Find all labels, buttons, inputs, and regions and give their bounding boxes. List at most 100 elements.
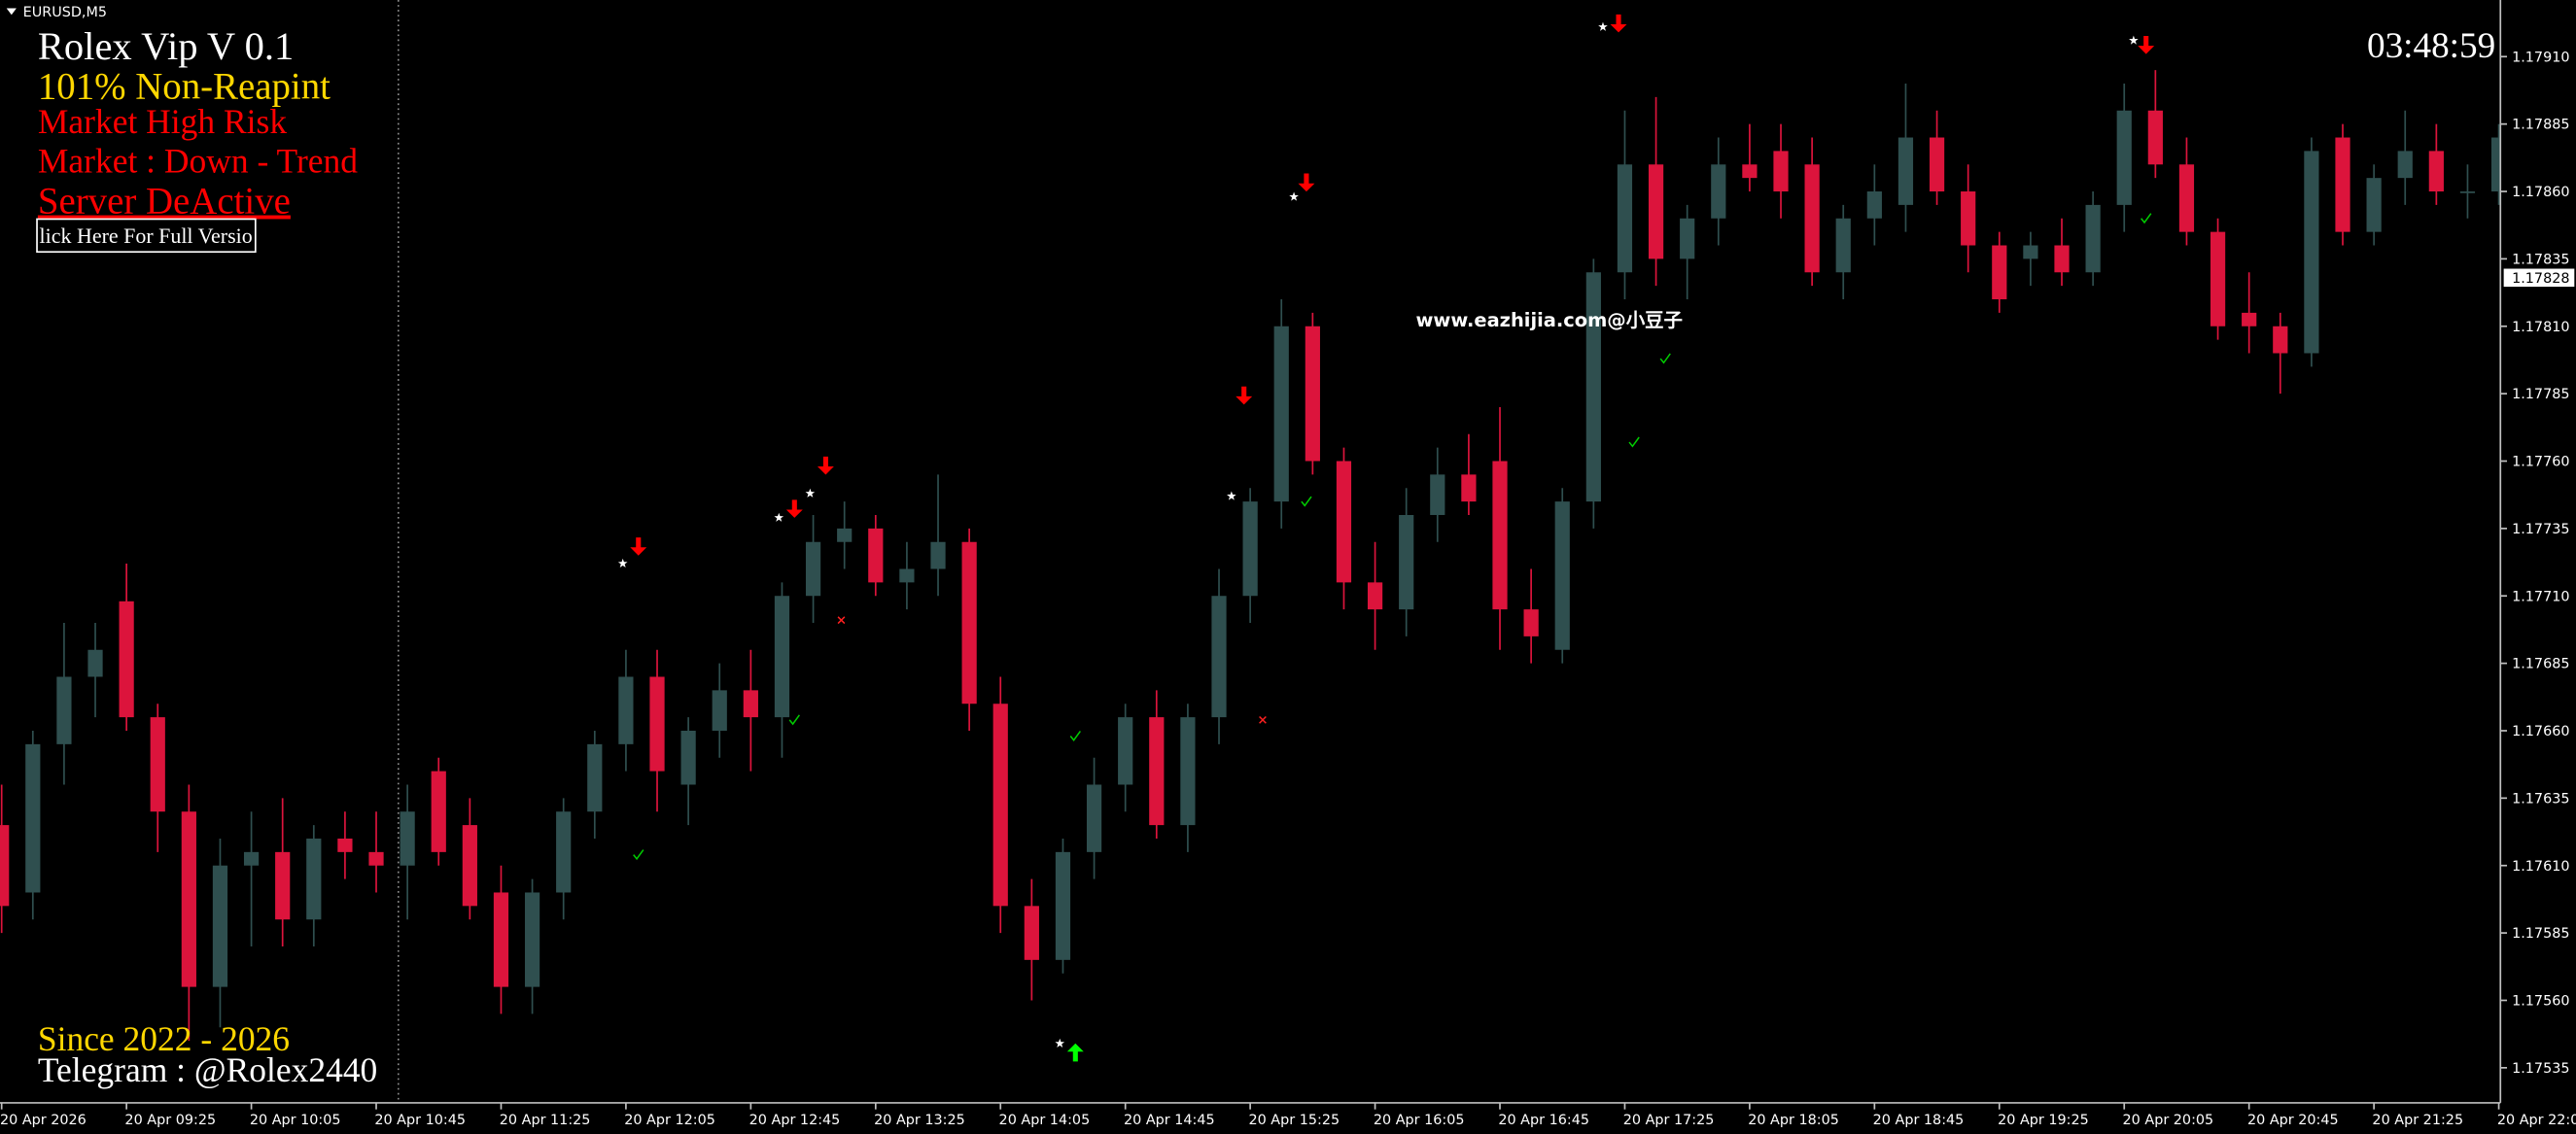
x-tick-label: 20 Apr 17:25 [1623, 1113, 1715, 1128]
candle-body [2366, 178, 2382, 232]
y-tick-label: 1.17610 [2512, 859, 2569, 875]
y-tick-label: 1.17810 [2512, 320, 2569, 335]
candle-body [2304, 151, 2319, 354]
x-tick-label: 20 Apr 19:25 [1998, 1113, 2089, 1128]
signal-sell-arrow [2138, 36, 2155, 54]
candle-body [774, 596, 790, 718]
candle-body [2085, 204, 2101, 273]
signal-star [774, 512, 784, 522]
full-version-button[interactable] [36, 218, 257, 254]
candle-body [462, 825, 477, 907]
server-status: Server DeActive [38, 181, 291, 223]
candle-body [1211, 596, 1227, 718]
candle-body [400, 811, 415, 866]
y-tick-label: 1.17685 [2512, 657, 2569, 672]
x-tick-label: 20 Apr 16:45 [1498, 1113, 1589, 1128]
candle-body [2054, 245, 2070, 273]
candle-body [2023, 245, 2038, 259]
candle-body [680, 730, 696, 785]
y-tick-label: 1.17910 [2512, 50, 2569, 65]
indicator-subtitle: 101% Non-Reapint [38, 65, 331, 107]
y-tick-label: 1.17735 [2512, 522, 2569, 537]
x-tick-label: 20 Apr 12:05 [624, 1113, 715, 1128]
x-tick-label: 20 Apr 14:05 [999, 1113, 1091, 1128]
x-tick-label: 20 Apr 18:05 [1748, 1113, 1839, 1128]
x-tick-label: 20 Apr 20:45 [2247, 1113, 2339, 1128]
signal-sell-arrow [630, 537, 647, 556]
candle-body [992, 704, 1008, 907]
x-tick-label: 20 Apr 11:25 [500, 1113, 591, 1128]
current-price-box [2503, 268, 2575, 288]
candle-body [1055, 851, 1071, 960]
x-tick-label: 20 Apr 10:05 [250, 1113, 341, 1128]
candle-body [2116, 110, 2132, 205]
candle-body [119, 601, 134, 718]
candle-body [2242, 312, 2257, 326]
signal-sell-arrow [1236, 386, 1253, 405]
signal-star [2129, 35, 2139, 45]
candle-body [87, 649, 103, 677]
x-tick-label: 20 Apr 14:45 [1124, 1113, 1215, 1128]
candle-body [1149, 717, 1165, 826]
signal-check [788, 714, 800, 726]
trend-text: Market : Down - Trend [38, 141, 358, 180]
candle-body [2147, 110, 2163, 165]
y-tick-label: 1.17535 [2512, 1061, 2569, 1077]
candle-body [1711, 164, 1726, 219]
candle-body [150, 717, 165, 812]
symbol-menu-icon[interactable] [6, 8, 17, 16]
signal-star [1055, 1038, 1065, 1048]
candle-body [368, 851, 384, 866]
signal-cross [1259, 715, 1267, 724]
candle-body [2397, 151, 2413, 179]
x-tick-label: 20 Apr 21:25 [2372, 1113, 2463, 1128]
telegram-text: Telegram : @Rolex2440 [38, 1050, 377, 1089]
candle-body [587, 743, 603, 812]
candle-body [1305, 326, 1320, 462]
candle-body [1024, 906, 1039, 960]
candle-body [1118, 717, 1133, 785]
candle-body [618, 676, 634, 744]
candle-body [1273, 326, 1289, 502]
plot-area [0, 0, 2501, 1103]
candle-body [1554, 501, 1570, 650]
signal-buy-arrow [1066, 1043, 1084, 1062]
signal-sell-arrow [817, 456, 834, 475]
candle-body [212, 865, 228, 987]
candle-body [1523, 609, 1539, 636]
x-tick-label: 20 Apr 13:25 [874, 1113, 965, 1128]
since-text: Since 2022 - 2026 [38, 1019, 290, 1058]
candle-body [1430, 474, 1445, 515]
signal-star [617, 558, 628, 568]
current-price-label: 1.17828 [2512, 271, 2569, 287]
candle-body [1367, 582, 1383, 610]
signal-check [1659, 353, 1671, 364]
clock: 03:48:59 [2367, 26, 2495, 66]
candle-body [2428, 151, 2444, 192]
button-label[interactable]: lick Here For Full Versio [40, 223, 253, 248]
x-tick-label: 20 Apr 22:05 [2497, 1113, 2576, 1128]
risk-text: Market High Risk [38, 102, 288, 141]
y-tick-label: 1.17660 [2512, 724, 2569, 739]
candle-body [1648, 164, 1664, 259]
candle-body [556, 811, 572, 893]
candle-body [337, 838, 353, 852]
candle-body [1680, 218, 1695, 259]
candle-body [275, 851, 291, 920]
x-tick-label: 20 Apr 18:45 [1873, 1113, 1965, 1128]
y-tick-label: 1.17885 [2512, 118, 2569, 133]
candle-body [961, 541, 977, 704]
candle-body [2459, 191, 2476, 193]
y-tick-label: 1.17760 [2512, 455, 2569, 470]
x-tick-label: 20 Apr 2026 [0, 1113, 87, 1128]
candle-body [743, 690, 758, 718]
signal-check [1069, 731, 1081, 742]
candle-body [1742, 164, 1758, 179]
x-tick-label: 20 Apr 20:05 [2123, 1113, 2214, 1128]
signal-sell-arrow [785, 499, 803, 518]
signal-star [805, 488, 816, 498]
signal-sell-arrow [1610, 14, 1627, 33]
candle-body [1866, 191, 1882, 219]
candle-body [1086, 784, 1102, 852]
